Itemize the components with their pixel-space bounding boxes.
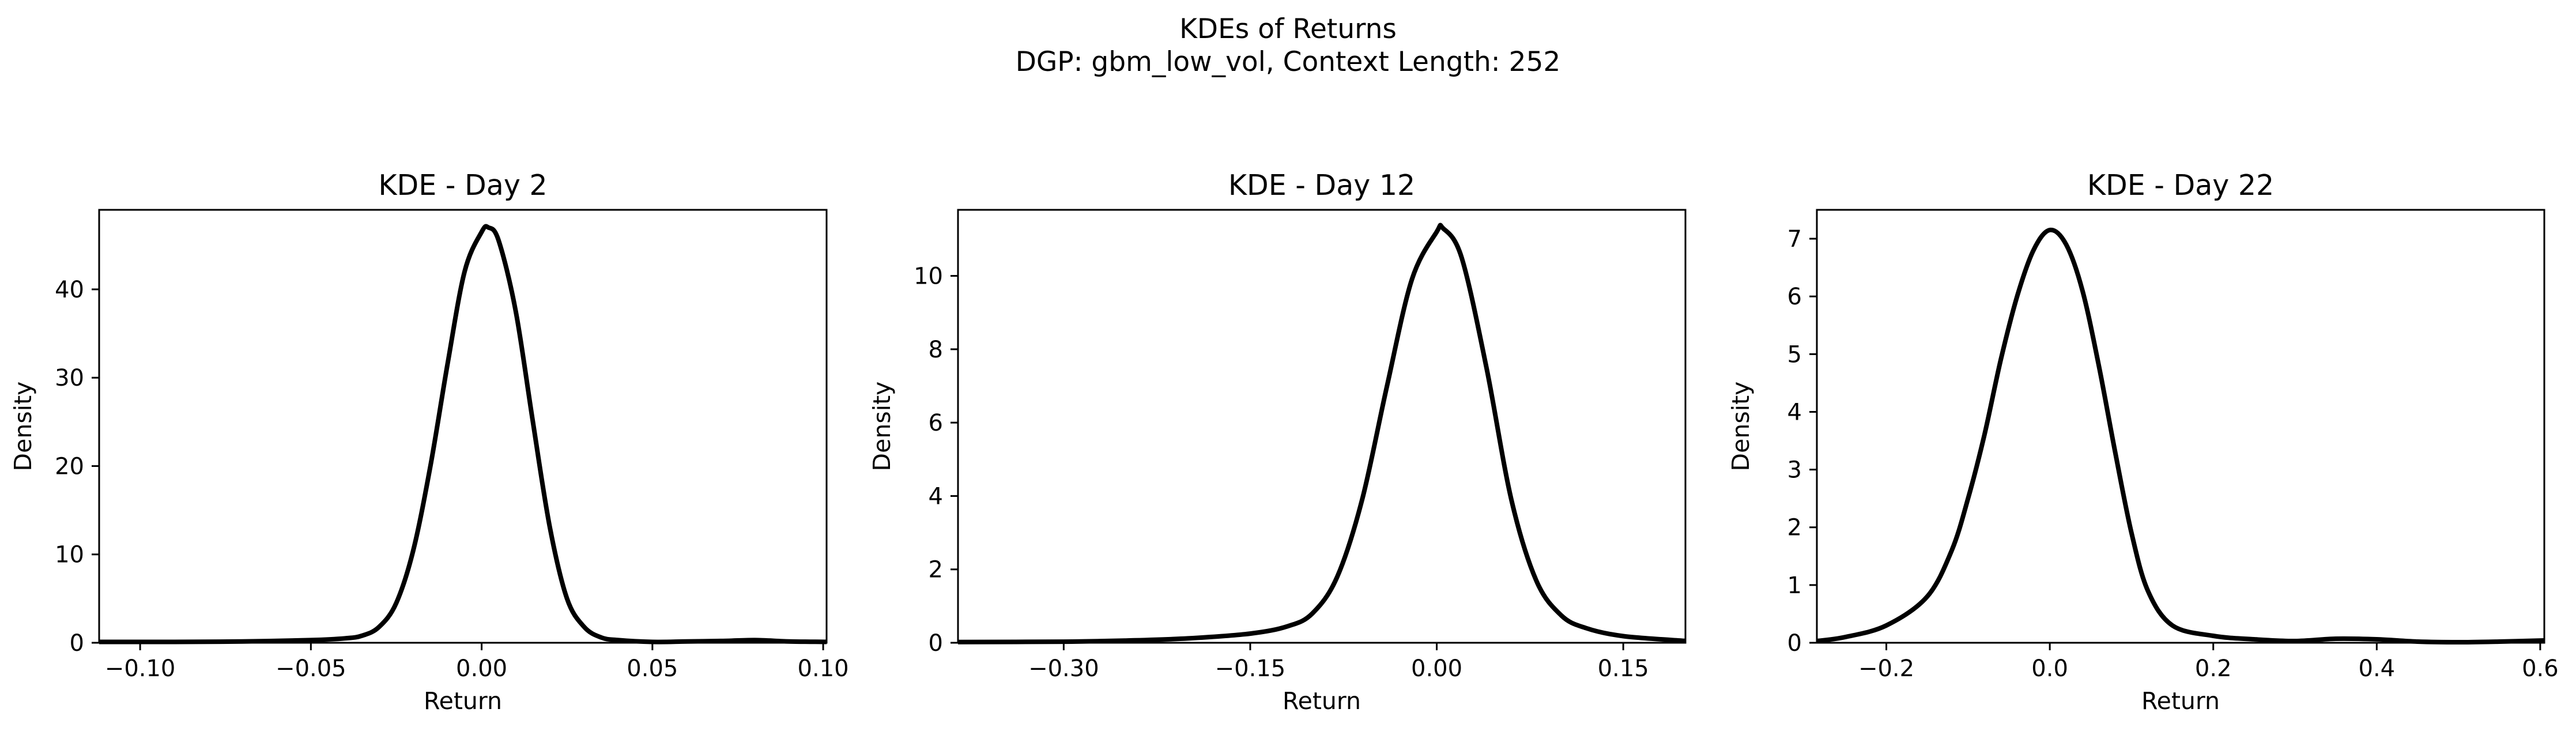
y-tick-label: 6	[929, 410, 943, 436]
y-tick-label: 2	[1787, 515, 1802, 541]
chart-panel-2: −0.30 −0.15 0.00 0.15 0 2 4 6 8 10 KDE - Day 12 Ret…	[868, 169, 1687, 715]
y-tick-label: 2	[929, 557, 943, 583]
x-tick-label: 0.15	[1598, 655, 1649, 682]
chart-title: KDE - Day 12	[1228, 169, 1415, 202]
x-axis-label: Return	[1283, 687, 1361, 715]
y-axis-label: Density	[9, 382, 37, 472]
chart-panel-1: −0.10 −0.05 0.00 0.05 0.10 0 10 20 30 40 KDE - Day…	[9, 169, 849, 715]
chart-title: KDE - Day 2	[378, 169, 547, 202]
x-tick-label: −0.30	[1028, 655, 1099, 682]
figure-subtitle: DGP: gbm_low_vol, Context Length: 252	[1015, 46, 1561, 78]
kde-line	[99, 224, 827, 644]
x-axis-label: Return	[2141, 687, 2220, 715]
y-tick-label: 10	[55, 542, 84, 568]
y-tick-label: 4	[1787, 399, 1802, 425]
y-tick-label: 20	[55, 453, 84, 480]
y-tick-label: 10	[914, 263, 943, 290]
y-tick-label: 40	[55, 277, 84, 303]
y-tick-label: 7	[1787, 226, 1802, 252]
chart-title: KDE - Day 22	[2087, 169, 2274, 202]
plot-frame	[1816, 209, 2545, 644]
y-tick-label: 0	[929, 630, 943, 657]
y-tick-label: 0	[1787, 630, 1802, 657]
y-tick-label: 6	[1787, 284, 1802, 310]
y-axis-label: Density	[1727, 382, 1755, 472]
y-tick-label: 30	[55, 365, 84, 391]
figure-title: KDEs of Returns	[1179, 13, 1397, 45]
y-tick-label: 0	[70, 630, 84, 657]
figure-title-block: KDEs of Returns DGP: gbm_low_vol, Contex…	[0, 13, 2576, 78]
x-tick-label: 0.00	[1411, 655, 1462, 682]
x-tick-label: −0.2	[1858, 655, 1914, 682]
plot-frame	[957, 209, 1687, 644]
x-tick-label: −0.15	[1215, 655, 1286, 682]
x-tick-label: 0.4	[2359, 655, 2396, 682]
y-tick-label: 4	[929, 483, 943, 510]
y-axis-label: Density	[868, 382, 896, 472]
y-tick-label: 5	[1787, 341, 1802, 368]
kde-line	[957, 223, 1686, 644]
x-tick-label: −0.05	[276, 655, 346, 682]
x-tick-label: −0.10	[105, 655, 176, 682]
x-tick-label: 0.2	[2195, 655, 2232, 682]
kde-line	[1816, 227, 2545, 644]
x-tick-label: 0.05	[627, 655, 678, 682]
y-tick-label: 3	[1787, 457, 1802, 484]
x-tick-label: 0.6	[2522, 655, 2559, 682]
x-axis-label: Return	[424, 687, 502, 715]
y-tick-label: 1	[1787, 572, 1802, 599]
x-tick-label: 0.0	[2031, 655, 2068, 682]
x-tick-label: 0.00	[456, 655, 507, 682]
chart-panel-3: −0.2 0.0 0.2 0.4 0.6 0 1 2 3 4 5 6 7 KDE - Day 22 Retu…	[1727, 169, 2559, 715]
plot-frame	[98, 209, 828, 644]
y-tick-label: 8	[929, 337, 943, 363]
x-tick-label: 0.10	[798, 655, 849, 682]
